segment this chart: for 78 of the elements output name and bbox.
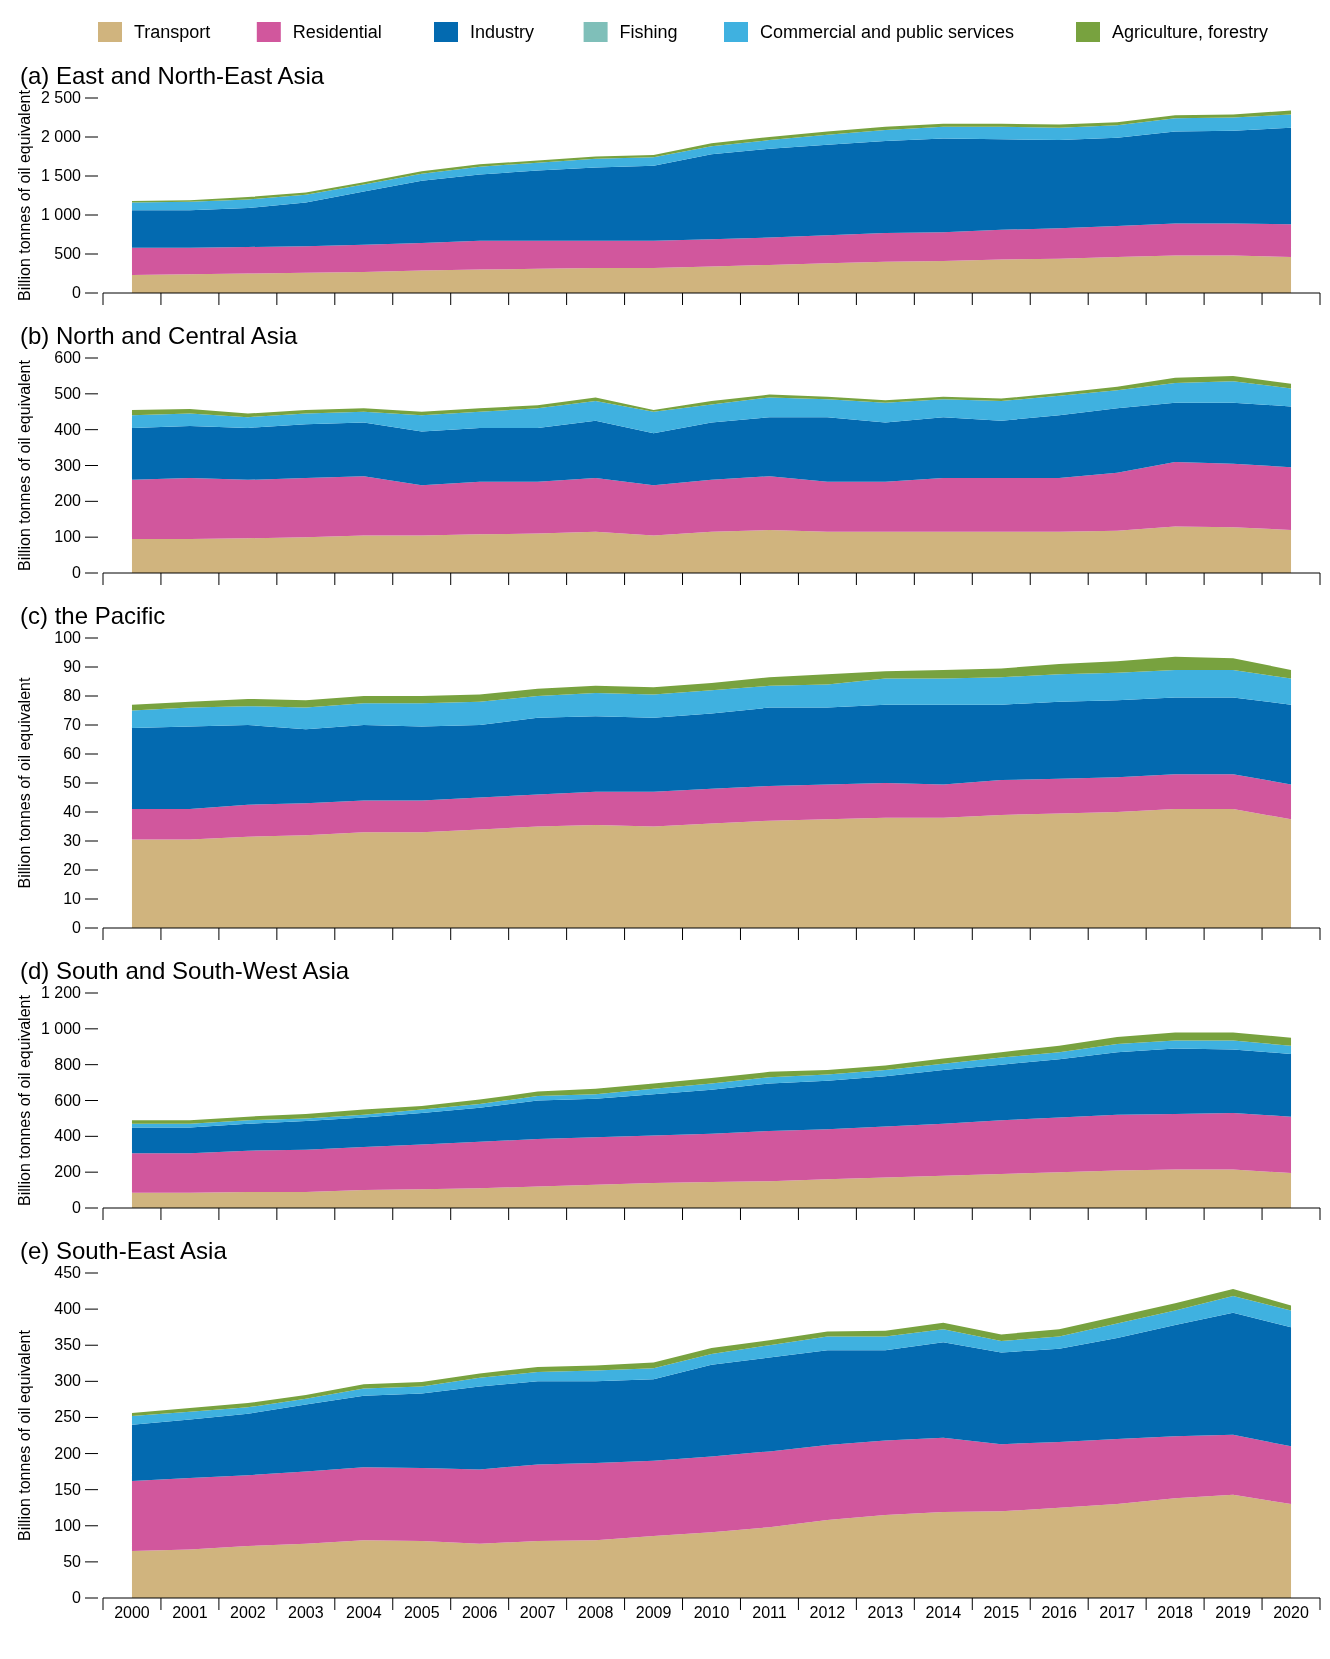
y-tick-label: 100 [54, 1516, 82, 1534]
y-tick-label: 800 [54, 1055, 82, 1073]
y-tick-label: 350 [54, 1336, 82, 1354]
chart-title: (d) South and South-West Asia [20, 957, 350, 984]
y-tick-label: 400 [54, 1127, 82, 1145]
y-axis-title: Billion tonnes of oil equivalent [16, 677, 33, 889]
y-tick-label: 0 [72, 284, 82, 301]
y-tick-label: 90 [63, 658, 82, 675]
y-tick-label: 150 [54, 1480, 82, 1498]
x-tick-label: 2001 [172, 1604, 208, 1621]
y-tick-label: 100 [54, 629, 82, 646]
y-tick-label: 200 [54, 1444, 82, 1462]
x-tick-label: 2018 [1157, 1604, 1194, 1621]
y-tick-label: 20 [63, 861, 82, 878]
x-tick-label: 2010 [693, 1604, 730, 1621]
x-tick-label: 2000 [114, 1604, 150, 1621]
x-tick-label: 2003 [288, 1604, 324, 1621]
y-tick-label: 1 000 [40, 1019, 82, 1037]
y-tick-label: 60 [63, 745, 82, 762]
y-tick-label: 500 [54, 245, 82, 262]
y-tick-label: 400 [54, 420, 82, 438]
x-tick-label: 2013 [867, 1604, 904, 1621]
x-tick-label: 2020 [1273, 1604, 1309, 1621]
y-tick-label: 600 [54, 1091, 82, 1109]
chart-title: (b) North and Central Asia [20, 322, 299, 349]
x-tick-label: 2008 [577, 1604, 614, 1621]
y-tick-label: 200 [54, 492, 82, 510]
x-tick-label: 2015 [983, 1604, 1020, 1621]
x-tick-label: 2014 [925, 1604, 962, 1621]
x-tick-label: 2019 [1215, 1604, 1251, 1621]
y-tick-label: 1 200 [40, 984, 82, 1001]
y-tick-label: 500 [54, 384, 82, 402]
y-axis-title: Billion tonnes of oil equivalent [16, 89, 33, 301]
chart-title: (e) South-East Asia [20, 1237, 228, 1264]
x-tick-label: 2005 [403, 1604, 440, 1621]
y-tick-label: 450 [54, 1264, 82, 1281]
y-tick-label: 600 [54, 349, 82, 366]
y-tick-label: 0 [72, 919, 82, 936]
y-tick-label: 250 [54, 1408, 82, 1426]
x-tick-label: 2004 [345, 1604, 382, 1621]
legend-label: Fishing [619, 22, 678, 42]
legend-label: Agriculture, forestry [1112, 22, 1269, 42]
y-axis-title: Billion tonnes of oil equivalent [16, 1329, 33, 1541]
legend-label: Residential [292, 22, 382, 42]
x-tick-label: 2011 [752, 1604, 787, 1621]
y-axis-title: Billion tonnes of oil equivalent [16, 994, 33, 1206]
y-tick-label: 10 [63, 890, 82, 907]
y-tick-label: 400 [54, 1300, 82, 1318]
y-tick-label: 2 500 [40, 89, 82, 106]
y-tick-label: 1 500 [40, 167, 82, 184]
y-tick-label: 0 [72, 1199, 82, 1216]
y-tick-label: 70 [63, 716, 82, 733]
x-tick-label: 2012 [809, 1604, 846, 1621]
y-tick-label: 50 [63, 1552, 82, 1570]
y-tick-label: 50 [63, 774, 82, 791]
legend-label: Commercial and public services [760, 22, 1015, 42]
y-tick-label: 0 [72, 1589, 82, 1606]
y-tick-label: 300 [54, 1372, 82, 1390]
y-tick-label: 100 [54, 528, 82, 546]
chart-title: (a) East and North-East Asia [20, 62, 325, 89]
chart-title: (c) the Pacific [20, 602, 166, 629]
y-tick-label: 1 000 [40, 206, 82, 223]
y-tick-label: 80 [63, 687, 82, 704]
legend-label: Industry [470, 22, 535, 42]
y-tick-label: 30 [63, 832, 82, 849]
x-tick-label: 2002 [230, 1604, 266, 1621]
y-tick-label: 0 [72, 564, 82, 581]
x-tick-label: 2006 [461, 1604, 498, 1621]
x-tick-label: 2017 [1099, 1604, 1136, 1621]
y-axis-title: Billion tonnes of oil equivalent [16, 359, 33, 571]
x-tick-label: 2009 [635, 1604, 672, 1621]
x-tick-label: 2016 [1041, 1604, 1078, 1621]
y-tick-label: 2 000 [40, 128, 82, 145]
legend-label: Transport [134, 22, 211, 42]
y-tick-label: 200 [54, 1163, 82, 1181]
x-tick-label: 2007 [519, 1604, 556, 1621]
y-tick-label: 300 [54, 456, 82, 474]
y-tick-label: 40 [63, 803, 82, 820]
